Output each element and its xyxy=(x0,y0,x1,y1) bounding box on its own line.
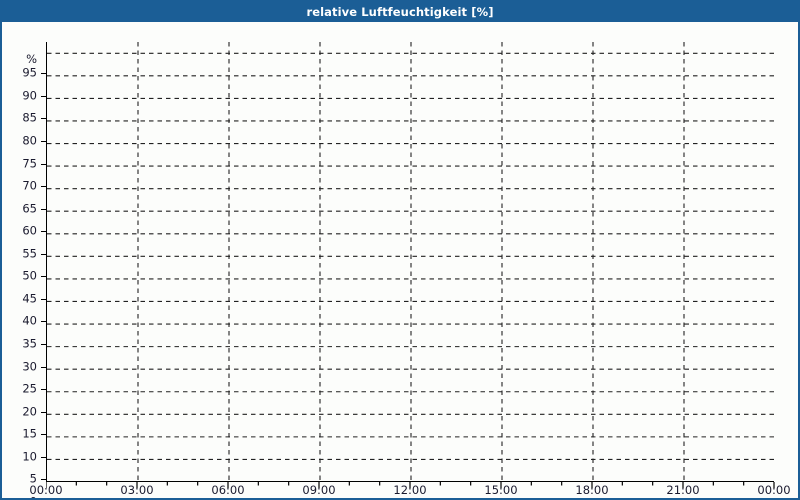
y-axis-tick-label: 65 xyxy=(22,200,37,215)
x-axis-tick-label-group: 00:0002.08.20 xyxy=(748,483,798,499)
y-axis-tick-label: 85 xyxy=(22,110,37,125)
x-axis-tick-label-group: 00:0001.08.20 xyxy=(20,483,71,499)
x-axis-tick-time: 00:00 xyxy=(29,483,63,497)
x-axis-tick-date: 01.08.20 xyxy=(293,497,344,498)
x-axis-tick-time: 21:00 xyxy=(666,483,700,497)
x-axis-tick-label-group: 12:0001.08.20 xyxy=(384,483,435,499)
x-axis: 00:0001.08.2003:0001.08.2006:0001.08.200… xyxy=(2,483,798,499)
y-axis-tick-mark xyxy=(41,95,46,97)
y-axis-tick-mark xyxy=(41,434,46,436)
y-axis-tick-label: 95 xyxy=(22,65,37,80)
y-axis-tick-mark xyxy=(41,163,46,165)
y-axis-tick-label: 30 xyxy=(22,358,37,373)
x-axis-tick-date: 01.08.20 xyxy=(20,497,71,498)
y-axis-tick-mark xyxy=(41,389,46,391)
y-axis-tick-mark xyxy=(41,118,46,120)
y-axis-tick-label: 0 xyxy=(30,496,37,498)
plot-area xyxy=(46,42,775,482)
y-axis-tick-label: 35 xyxy=(22,336,37,351)
y-axis-tick-mark xyxy=(41,253,46,255)
x-axis-tick-date: 02.08.20 xyxy=(748,497,798,498)
y-axis-tick-mark xyxy=(41,321,46,323)
y-axis-tick-label: 50 xyxy=(22,268,37,283)
y-axis-tick-mark xyxy=(41,140,46,142)
y-axis-tick-mark xyxy=(41,456,46,458)
horizontal-grid-lines xyxy=(47,52,775,460)
x-axis-tick-time: 09:00 xyxy=(302,483,336,497)
x-axis-tick-label-group: 18:0001.08.20 xyxy=(566,483,617,499)
y-axis-unit-label: % xyxy=(26,52,37,67)
x-axis-tick-label-group: 06:0001.08.20 xyxy=(202,483,253,499)
y-axis-tick-mark xyxy=(41,231,46,233)
y-axis-tick-mark xyxy=(41,411,46,413)
window-title-bar: relative Luftfeuchtigkeit [%] xyxy=(2,2,798,22)
y-axis-tick-label: 10 xyxy=(22,449,37,464)
x-axis-tick-date: 01.08.20 xyxy=(475,497,526,498)
y-axis-tick-label: 15 xyxy=(22,426,37,441)
y-axis-tick-label: 80 xyxy=(22,133,37,148)
y-axis-tick-label: 70 xyxy=(22,178,37,193)
y-axis-tick-mark xyxy=(41,298,46,300)
x-axis-tick-marks xyxy=(46,482,775,488)
y-axis-tick-label: 75 xyxy=(22,155,37,170)
x-axis-tick-time: 03:00 xyxy=(120,483,154,497)
x-axis-tick-time: 00:00 xyxy=(757,483,791,497)
y-axis-tick-label: 55 xyxy=(22,246,37,261)
y-axis: % 0 5 10 15 20 25 30 35 40 45 50 55 60 65 70 75 80 85 90 95 xyxy=(2,42,46,498)
y-axis-tick-label: 25 xyxy=(22,381,37,396)
chart-canvas: % 0 5 10 15 20 25 30 35 40 45 50 55 60 65 70 75 80 85 90 95… xyxy=(2,22,798,498)
y-axis-tick-label: 5 xyxy=(29,471,37,486)
x-axis-tick-time: 18:00 xyxy=(575,483,609,497)
y-axis-tick-mark xyxy=(41,479,46,481)
y-axis-tick-mark xyxy=(41,73,46,75)
x-axis-tick-date: 01.08.20 xyxy=(111,497,162,498)
y-axis-tick-label: 45 xyxy=(22,291,37,306)
y-axis-tick-mark xyxy=(41,366,46,368)
x-axis-tick-time: 15:00 xyxy=(484,483,518,497)
x-axis-tick-date: 01.08.20 xyxy=(566,497,617,498)
y-axis-tick-label: 60 xyxy=(22,223,37,238)
x-axis-tick-time: 06:00 xyxy=(211,483,245,497)
y-axis-tick-mark xyxy=(41,186,46,188)
vertical-grid-lines xyxy=(137,42,685,482)
x-axis-tick-label-group: 09:0001.08.20 xyxy=(293,483,344,499)
x-axis-tick-time: 12:00 xyxy=(393,483,427,497)
y-axis-tick-mark xyxy=(41,276,46,278)
x-axis-tick-label-group: 03:0001.08.20 xyxy=(111,483,162,499)
x-axis-tick-date: 01.08.20 xyxy=(202,497,253,498)
y-axis-tick-label: 20 xyxy=(22,403,37,418)
y-axis-tick-label: 90 xyxy=(22,88,37,103)
page-title: relative Luftfeuchtigkeit [%] xyxy=(306,5,494,19)
x-axis-tick-label-group: 21:0001.08.20 xyxy=(657,483,708,499)
y-axis-tick-mark xyxy=(41,344,46,346)
y-axis-tick-mark xyxy=(41,208,46,210)
grid-lines xyxy=(47,42,775,482)
x-axis-tick-label-group: 15:0001.08.20 xyxy=(475,483,526,499)
y-axis-tick-label: 40 xyxy=(22,313,37,328)
x-axis-tick-date: 01.08.20 xyxy=(657,497,708,498)
x-axis-tick-date: 01.08.20 xyxy=(384,497,435,498)
